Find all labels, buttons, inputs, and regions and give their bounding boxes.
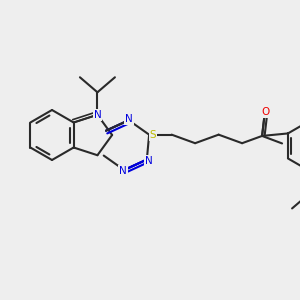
Text: N: N [94,110,101,120]
Text: N: N [125,114,133,124]
Text: N: N [119,166,127,176]
Text: O: O [262,107,270,117]
Text: S: S [150,130,156,140]
Text: N: N [145,155,153,166]
